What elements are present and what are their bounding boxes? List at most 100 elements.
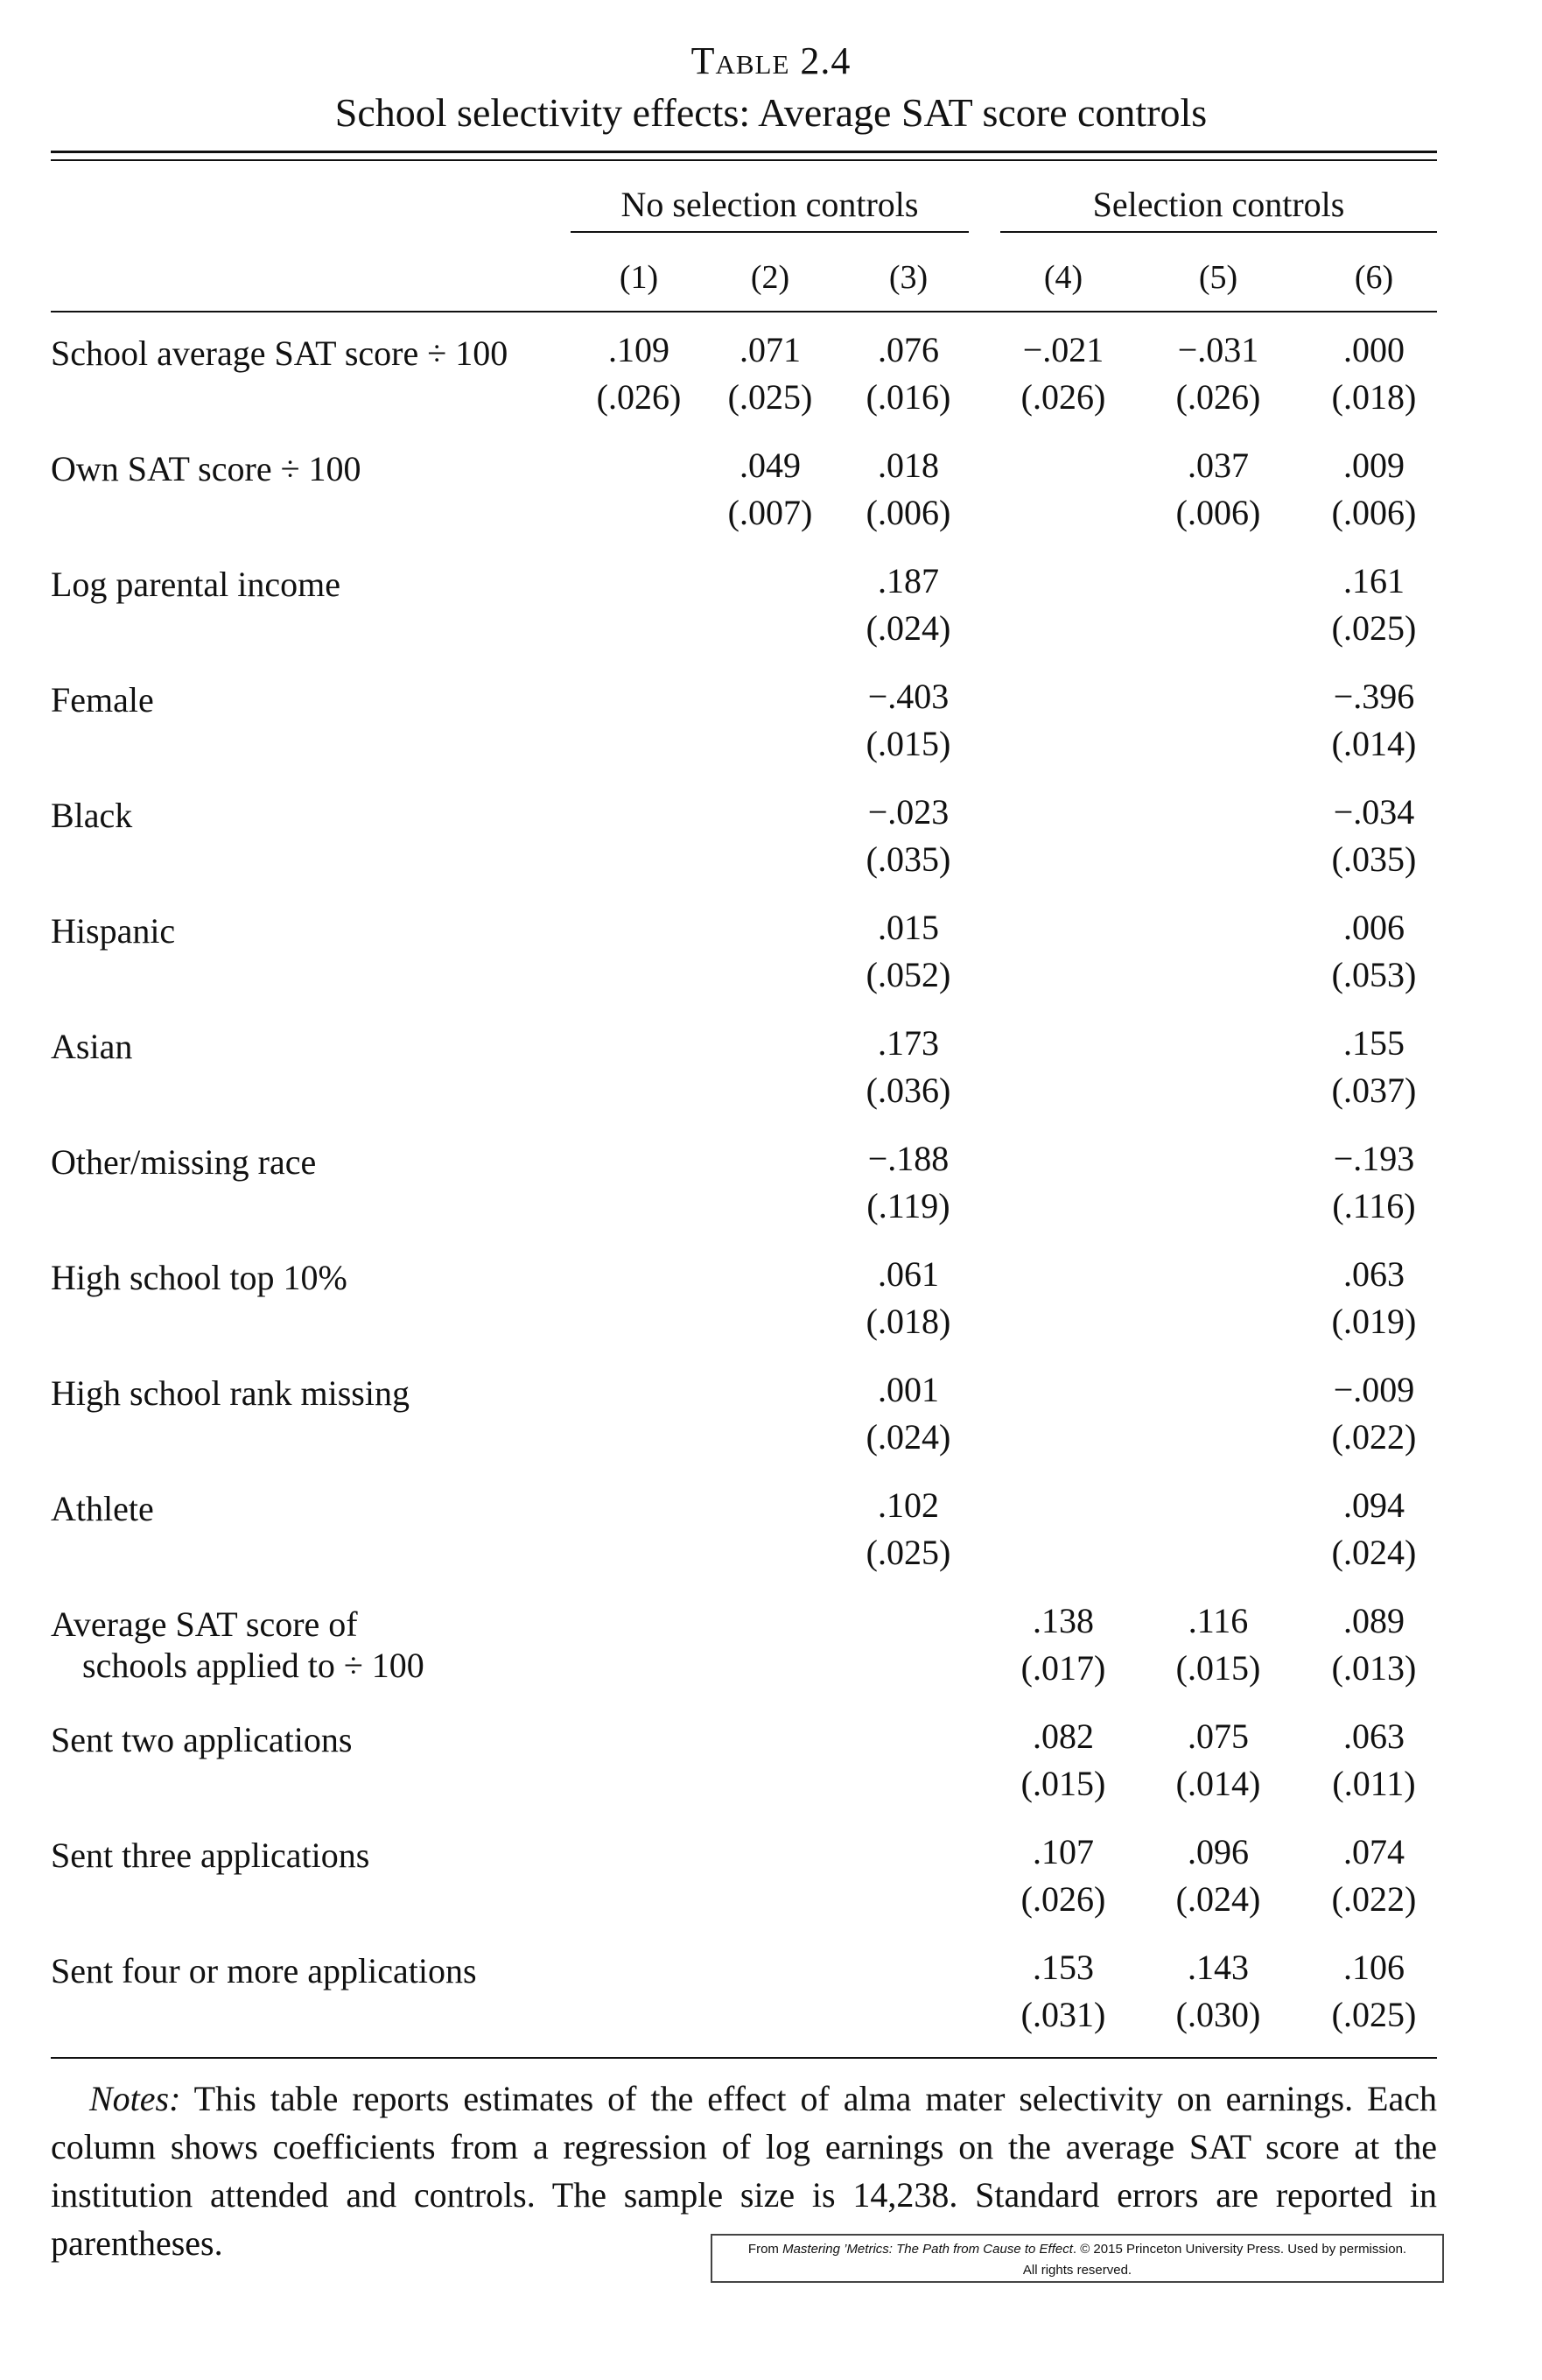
row-label: School average SAT score ÷ 100 [51,333,508,374]
row-label: Own SAT score ÷ 100 [51,448,361,489]
standard-error-cell: (.006) [866,493,951,532]
top-rule [51,151,1437,153]
standard-error-cell: (.037) [1331,1071,1417,1110]
coefficient-cell: −.396 [1333,677,1415,716]
coefficient-cell: .037 [1188,446,1249,485]
standard-error-cell: (.035) [866,839,951,879]
standard-error-cell: (.022) [1331,1879,1417,1919]
standard-error-cell: (.026) [1020,1879,1106,1919]
standard-error-cell: (.052) [866,955,951,994]
row-label-text: Other/missing race [51,1142,317,1182]
coefficient-cell: −.021 [1022,330,1104,369]
row-label: Female [51,679,154,720]
standard-error-cell: (.019) [1331,1302,1417,1341]
row-label-text: Average SAT score of [51,1604,358,1644]
coefficient-cell: .155 [1343,1023,1405,1063]
standard-error-cell: (.014) [1331,724,1417,763]
row-label-text: Own SAT score ÷ 100 [51,449,361,488]
standard-error-cell: (.013) [1331,1648,1417,1688]
coefficient-cell: .063 [1343,1254,1405,1294]
coefficient-cell: .102 [878,1485,939,1525]
coefficient-cell: .094 [1343,1485,1405,1525]
coefficient-cell: −.188 [867,1139,950,1178]
standard-error-cell: (.006) [1175,493,1261,532]
column-header-5: (5) [1198,259,1238,296]
column-header-4: (4) [1043,259,1083,296]
standard-error-cell: (.025) [1331,1995,1417,2034]
coefficient-cell: .106 [1343,1948,1405,1987]
row-label-text-line2: schools applied to ÷ 100 [82,1646,424,1685]
row-label-text: Black [51,796,133,835]
row-label: Hispanic [51,910,175,951]
row-label-text: School average SAT score ÷ 100 [51,333,508,373]
coefficient-cell: .001 [878,1370,939,1409]
row-label-text: Sent three applications [51,1836,370,1875]
coefficient-cell: .089 [1343,1601,1405,1640]
row-label: Black [51,795,132,836]
row-label: High school top 10% [51,1257,347,1298]
column-header-2: (2) [750,259,790,296]
standard-error-cell: (.018) [1331,377,1417,417]
coefficient-cell: .071 [739,330,801,369]
coefficient-cell: .049 [739,446,801,485]
coefficient-cell: .063 [1343,1717,1405,1756]
row-label: Asian [51,1026,132,1067]
coefficient-cell: .153 [1033,1948,1094,1987]
coefficient-cell: .075 [1188,1717,1249,1756]
standard-error-cell: (.011) [1332,1764,1416,1803]
standard-error-cell: (.119) [866,1186,950,1225]
coefficient-cell: .109 [608,330,669,369]
row-label-text: Sent two applications [51,1720,353,1759]
group-underline-selection [1000,231,1437,233]
standard-error-cell: (.017) [1020,1648,1106,1688]
row-label-text: High school top 10% [51,1258,347,1297]
coefficient-cell: .061 [878,1254,939,1294]
table-notes: Notes: This table reports estimates of t… [51,2075,1437,2267]
credit-rights: All rights reserved. [1022,2263,1132,2278]
header-rule [51,311,1437,312]
standard-error-cell: (.018) [866,1302,951,1341]
row-label-text: Hispanic [51,911,176,951]
coefficient-cell: .000 [1343,330,1405,369]
row-label: Sent three applications [51,1835,369,1876]
coefficient-cell: .116 [1188,1601,1249,1640]
coefficient-cell: .187 [878,561,939,600]
group-header-selection: Selection controls [1092,185,1345,224]
coefficient-cell: −.009 [1333,1370,1415,1409]
standard-error-cell: (.007) [727,493,813,532]
row-label: Sent two applications [51,1719,352,1760]
coefficient-cell: −.193 [1333,1139,1415,1178]
standard-error-cell: (.022) [1331,1417,1417,1457]
row-label-text: Sent four or more applications [51,1951,477,1990]
row-label: Athlete [51,1488,154,1529]
standard-error-cell: (.026) [1175,377,1261,417]
table-title: School selectivity effects: Average SAT … [334,90,1208,135]
standard-error-cell: (.053) [1331,955,1417,994]
standard-error-cell: (.025) [866,1533,951,1572]
standard-error-cell: (.015) [866,724,951,763]
standard-error-cell: (.016) [866,377,951,417]
row-label: Average SAT score of schools applied to ÷… [51,1604,424,1686]
permission-credit: From Mastering ’Metrics: The Path from C… [711,2234,1444,2283]
bottom-rule [51,2057,1437,2059]
row-label: Other/missing race [51,1141,316,1183]
coefficient-cell: −.403 [867,677,950,716]
standard-error-cell: (.025) [1331,608,1417,648]
coefficient-cell: .015 [878,908,939,947]
coefficient-cell: −.023 [867,792,950,832]
row-label-text: Log parental income [51,565,340,604]
standard-error-cell: (.024) [1175,1879,1261,1919]
row-label: Log parental income [51,564,340,605]
credit-suffix: . © 2015 Princeton University Press. Use… [1072,2242,1407,2257]
coefficient-cell: .173 [878,1023,939,1063]
coefficient-cell: .076 [878,330,939,369]
standard-error-cell: (.015) [1020,1764,1106,1803]
group-underline-no-selection [571,231,969,233]
standard-error-cell: (.031) [1020,1995,1106,2034]
coefficient-cell: .143 [1188,1948,1249,1987]
coefficient-cell: −.034 [1333,792,1415,832]
standard-error-cell: (.026) [1020,377,1106,417]
standard-error-cell: (.026) [596,377,682,417]
column-header-6: (6) [1354,259,1394,296]
